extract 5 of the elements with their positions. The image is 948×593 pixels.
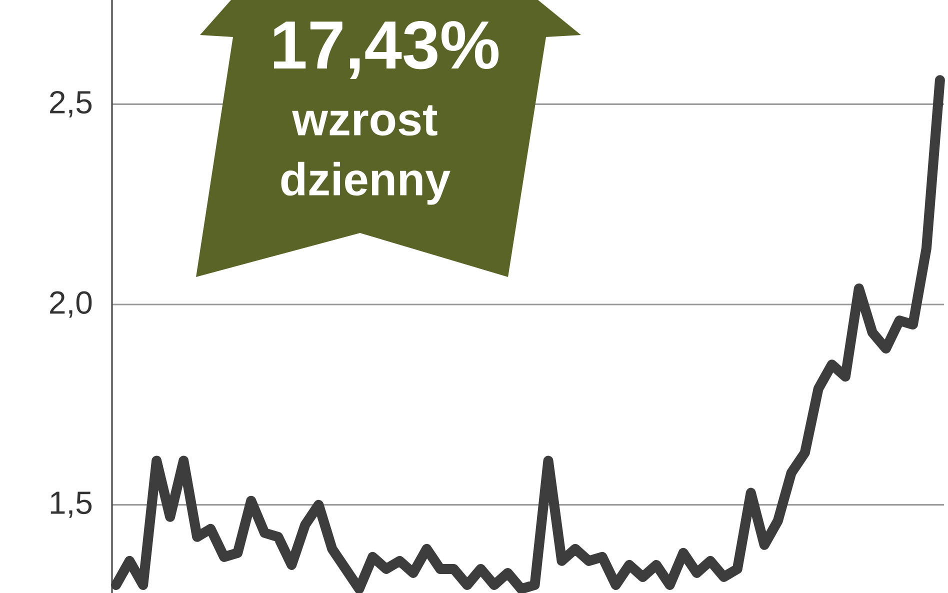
- y-tick-label: 2,5: [50, 90, 92, 118]
- annotation: wzrost dzienny: [281, 105, 450, 205]
- y-tick-label: 1,5: [50, 492, 92, 518]
- y-tick-label: 2,0: [50, 291, 92, 318]
- annotation: 17,43%: [274, 20, 499, 80]
